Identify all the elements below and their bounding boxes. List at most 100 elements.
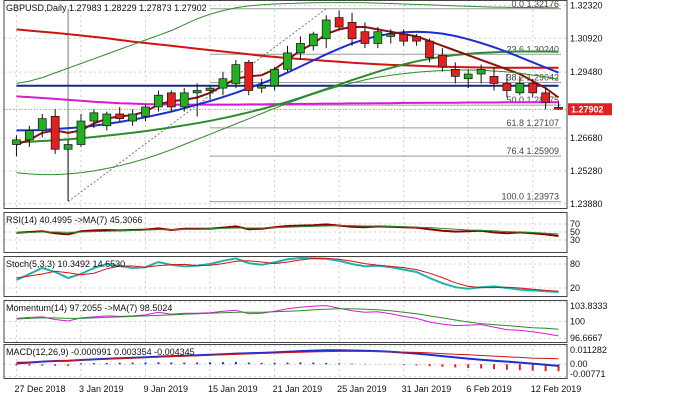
price-axis-label: 1.29480 bbox=[570, 67, 603, 77]
fib-level-label: 0.0 1.32176 bbox=[511, 0, 559, 9]
momentum-axis-label: 103.8333 bbox=[570, 301, 608, 311]
fib-level-label: 38.2 1.29042 bbox=[506, 72, 559, 82]
candle-bull bbox=[476, 68, 486, 75]
pane-3-border bbox=[3, 300, 568, 343]
momentum-axis-label: 96.6667 bbox=[570, 333, 603, 343]
rsi-axis-label: 50 bbox=[570, 227, 580, 237]
stochastic-axis-label: 20 bbox=[570, 283, 580, 293]
last-price-tag bbox=[568, 103, 612, 116]
candle-bull bbox=[257, 85, 267, 89]
price-overlay-line bbox=[16, 95, 559, 106]
stochastic-axis-label: 80 bbox=[570, 259, 580, 269]
time-axis-label: 15 Jan 2019 bbox=[208, 384, 258, 394]
candle-bull bbox=[102, 113, 112, 127]
pane-1-border bbox=[3, 212, 568, 253]
candle-bull bbox=[89, 112, 99, 122]
candle-bull bbox=[63, 144, 73, 150]
pane-4-border bbox=[3, 344, 568, 379]
candle-bear bbox=[541, 92, 550, 103]
price-axis-label: 1.32320 bbox=[570, 0, 603, 10]
macd-axis-label: 0.011282 bbox=[570, 345, 607, 355]
chart-title: GBPUSD,Daily 1.27983 1.28229 1.27873 1.2… bbox=[6, 3, 207, 13]
time-axis-label: 12 Feb 2019 bbox=[531, 384, 582, 394]
fib-level-label: 50.0 1.28075 bbox=[506, 95, 559, 105]
price-axis-label: 1.23880 bbox=[570, 199, 603, 209]
candle-bull bbox=[128, 113, 137, 122]
time-axis-label: 27 Dec 2018 bbox=[14, 384, 65, 394]
candle-bull bbox=[218, 78, 228, 89]
candle-bull bbox=[141, 106, 150, 117]
candle-bull bbox=[12, 139, 21, 145]
stochastic-series-line bbox=[16, 257, 559, 292]
candle-bear bbox=[50, 115, 60, 150]
time-axis-label: 31 Jan 2019 bbox=[402, 384, 452, 394]
time-axis-label: 9 Jan 2019 bbox=[144, 384, 189, 394]
rsi-series-line bbox=[16, 225, 559, 235]
candle-bull bbox=[373, 31, 383, 44]
pane-0-border bbox=[3, 0, 568, 209]
candle-bear bbox=[554, 107, 563, 110]
price-axis-label: 1.26680 bbox=[570, 133, 603, 143]
candle-bear bbox=[502, 83, 512, 91]
candle-bear bbox=[412, 36, 421, 42]
candle-bull bbox=[192, 90, 202, 94]
candle-bull bbox=[25, 130, 34, 141]
price-axis-label: 1.25280 bbox=[570, 166, 603, 176]
candle-bear bbox=[115, 113, 125, 120]
macd-axis-label: -0.00771 bbox=[570, 369, 606, 379]
candle-bull bbox=[270, 68, 279, 87]
candle-bear bbox=[438, 54, 447, 68]
candle-bull bbox=[296, 43, 305, 54]
candle-bear bbox=[425, 40, 434, 58]
candle-bear bbox=[166, 92, 176, 108]
momentum-axis-label: 100 bbox=[570, 317, 585, 327]
time-axis-label: 3 Jan 2019 bbox=[79, 384, 124, 394]
candle-bull bbox=[37, 118, 47, 131]
fib-level-label: 76.4 1.25909 bbox=[506, 146, 559, 156]
candle-bull bbox=[179, 92, 189, 108]
fib-level-label: 23.6 1.30240 bbox=[506, 44, 559, 54]
candle-bear bbox=[528, 83, 538, 94]
price-overlay-line bbox=[16, 50, 559, 144]
candle-bear bbox=[347, 21, 357, 40]
candle-bull bbox=[463, 73, 473, 80]
candle-bear bbox=[334, 17, 344, 28]
candle-bull bbox=[231, 64, 241, 84]
candle-bear bbox=[399, 33, 409, 42]
rsi-axis-label: 30 bbox=[570, 235, 580, 245]
pane-2-border bbox=[3, 256, 568, 297]
price-axis-label: 1.30920 bbox=[570, 33, 603, 43]
candle-bull bbox=[308, 33, 318, 47]
momentum-series-line bbox=[16, 308, 559, 330]
time-axis-label: 21 Jan 2019 bbox=[273, 384, 323, 394]
candle-bear bbox=[450, 68, 460, 77]
momentum-title: Momentum(14) 97.2055 ->MA(7) 98.5024 bbox=[6, 303, 172, 313]
stochastic-series-line bbox=[16, 256, 559, 293]
macd-axis-label: 0.00 bbox=[570, 359, 588, 369]
candle-bull bbox=[515, 83, 525, 94]
fib-level-label: 100.0 1.23973 bbox=[501, 192, 559, 202]
candle-bull bbox=[154, 94, 163, 108]
rsi-series-line bbox=[16, 223, 559, 237]
candle-bull bbox=[386, 33, 396, 37]
candle-bull bbox=[321, 19, 331, 40]
fib-level-label: 61.8 1.27107 bbox=[506, 118, 559, 128]
macd-title: MACD(12,26,9) -0.000991 0.003354 -0.0043… bbox=[6, 347, 195, 357]
candle-bear bbox=[489, 76, 499, 84]
stochastic-title: Stoch(5,3,3) 10.3492 14.6530 bbox=[6, 259, 125, 269]
candle-bull bbox=[76, 120, 86, 145]
rsi-axis-label: 70 bbox=[570, 219, 580, 229]
candle-bull bbox=[205, 87, 215, 91]
momentum-series-line bbox=[16, 305, 559, 337]
last-price-label: 1.27902 bbox=[571, 105, 604, 115]
time-axis-label: 6 Feb 2019 bbox=[466, 384, 512, 394]
macd-series-line bbox=[16, 350, 559, 363]
candle-bear bbox=[244, 61, 254, 91]
candle-bear bbox=[360, 31, 370, 44]
candle-bull bbox=[283, 52, 292, 70]
rsi-title: RSI(14) 40.4995 ->MA(7) 45.3066 bbox=[6, 215, 142, 225]
price-overlay-line bbox=[16, 2, 559, 84]
time-axis-label: 25 Jan 2019 bbox=[337, 384, 387, 394]
